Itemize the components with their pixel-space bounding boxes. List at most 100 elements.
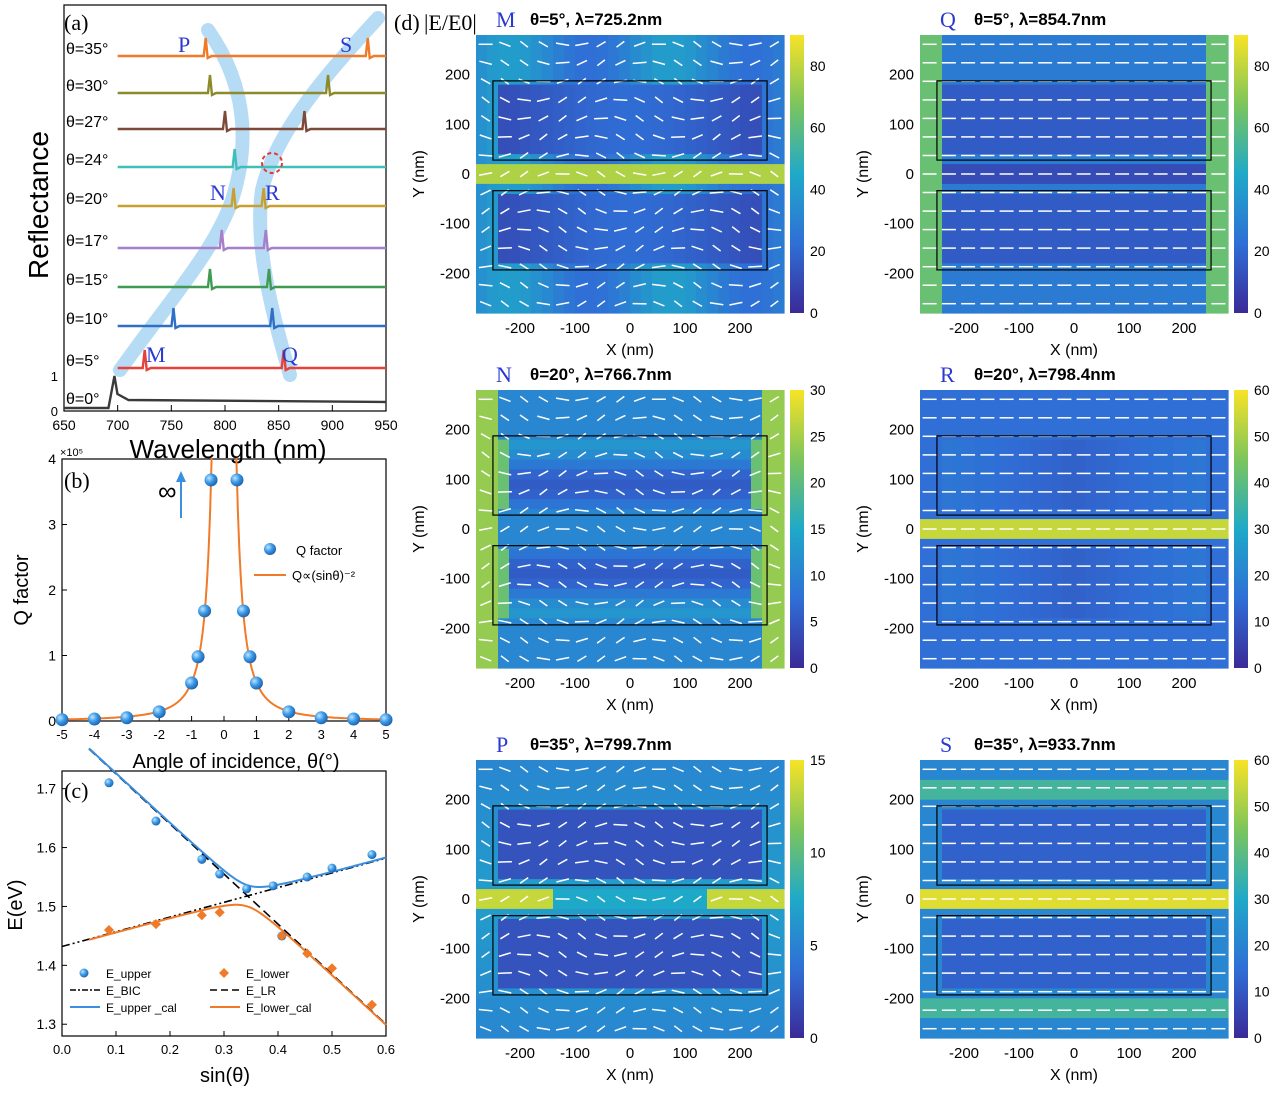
heat-cell — [531, 134, 543, 145]
heat-cell — [773, 628, 785, 639]
heat-cell — [564, 509, 576, 520]
c-xtick-label: 0.4 — [269, 1042, 287, 1057]
heat-cell — [652, 459, 664, 470]
field-arrow — [500, 170, 510, 178]
heat-cell — [942, 134, 954, 145]
heat-cell — [1063, 399, 1075, 411]
field-arrow — [500, 655, 510, 663]
heat-cell — [487, 789, 499, 801]
heat-cell — [630, 174, 642, 185]
heat-cell — [1074, 74, 1086, 86]
heat-cell — [641, 799, 653, 811]
heat-cell — [1085, 469, 1097, 480]
heat-cell — [1096, 273, 1108, 284]
heat-cell — [1195, 469, 1207, 480]
heat-cell — [997, 124, 1009, 135]
e-lower-point — [276, 930, 287, 941]
heat-cell — [641, 849, 653, 860]
q-fit-curve-0 — [61, 458, 213, 721]
heat-cell — [707, 578, 719, 590]
c-xtick-label: 0.6 — [377, 1042, 395, 1057]
heat-cell — [997, 193, 1009, 205]
heat-cell — [1129, 144, 1141, 155]
field-arrow — [498, 507, 512, 513]
heat-cell — [498, 849, 510, 860]
heat-cell — [964, 303, 976, 314]
map-title: θ=5°, λ=725.2nm — [530, 10, 662, 29]
heat-cell — [696, 869, 708, 880]
heat-cell — [1041, 409, 1053, 421]
heat-cell — [520, 114, 532, 125]
heat-cell — [685, 799, 697, 811]
heat-cell — [718, 193, 730, 205]
heat-cell — [641, 608, 653, 619]
heat-cell — [498, 499, 510, 510]
heat-cell — [652, 203, 664, 215]
field-arrow — [596, 40, 606, 48]
heat-cell — [674, 44, 686, 56]
heat-cell — [953, 638, 965, 649]
heat-cell — [685, 638, 697, 649]
heat-cell — [953, 509, 965, 520]
heat-cell — [630, 114, 642, 125]
heat-cell — [476, 213, 488, 225]
heat-cell — [1162, 519, 1174, 530]
heat-cell — [1151, 390, 1163, 401]
heat-cell — [740, 578, 752, 590]
colorbar-tick-label: 60 — [810, 120, 826, 136]
heat-cell — [920, 439, 932, 451]
heat-cell — [1063, 104, 1075, 115]
heat-cell — [1140, 648, 1152, 659]
heat-cell — [986, 499, 998, 510]
field-arrow — [711, 507, 722, 514]
heat-cell — [564, 479, 576, 490]
heat-cell — [652, 568, 664, 580]
heat-cell — [1217, 104, 1229, 115]
heat-cell — [652, 988, 664, 999]
heat-cell — [1085, 449, 1097, 461]
heat-cell — [762, 509, 774, 520]
heat-cell — [608, 499, 620, 510]
field-arrow — [711, 40, 722, 48]
heat-cell — [608, 253, 620, 264]
heat-cell — [707, 183, 719, 195]
heat-cell — [1019, 419, 1031, 431]
heat-cell — [975, 538, 987, 550]
heat-cell — [1052, 124, 1064, 135]
heat-cell — [696, 978, 708, 989]
heat-cell — [1184, 419, 1196, 431]
heat-cell — [1030, 104, 1042, 115]
heat-cell — [685, 489, 697, 500]
field-arrow — [536, 301, 551, 306]
heat-cell — [964, 479, 976, 490]
a-xtick-label: 650 — [52, 417, 76, 433]
heat-cell — [509, 809, 521, 821]
heat-cell — [575, 74, 587, 86]
heat-cell — [696, 998, 708, 1009]
heat-cell — [564, 64, 576, 76]
heat-cell — [707, 1028, 719, 1039]
field-arrow — [654, 207, 664, 215]
heat-cell — [663, 1008, 675, 1019]
field-arrow — [556, 263, 569, 270]
heat-cell — [1151, 303, 1163, 314]
heat-cell — [740, 154, 752, 165]
reflectance-curve-5 — [117, 187, 386, 210]
heat-cell — [975, 519, 987, 530]
heat-cell — [1107, 183, 1119, 195]
heat-cell — [740, 303, 752, 314]
heat-cell — [1195, 84, 1207, 96]
heat-cell — [597, 829, 609, 840]
heat-cell — [1074, 54, 1086, 66]
heat-cell — [652, 899, 664, 910]
heat-cell — [553, 988, 565, 999]
field-arrow — [632, 172, 647, 176]
b-xtick-label: 5 — [382, 727, 389, 742]
heat-cell — [663, 578, 675, 590]
legend-entry: E_upper _cal — [106, 1001, 177, 1015]
heat-cell — [608, 889, 620, 900]
heat-cell — [487, 1008, 499, 1019]
heat-cell — [652, 479, 664, 490]
heat-cell — [542, 769, 554, 781]
field-arrow — [729, 190, 743, 195]
